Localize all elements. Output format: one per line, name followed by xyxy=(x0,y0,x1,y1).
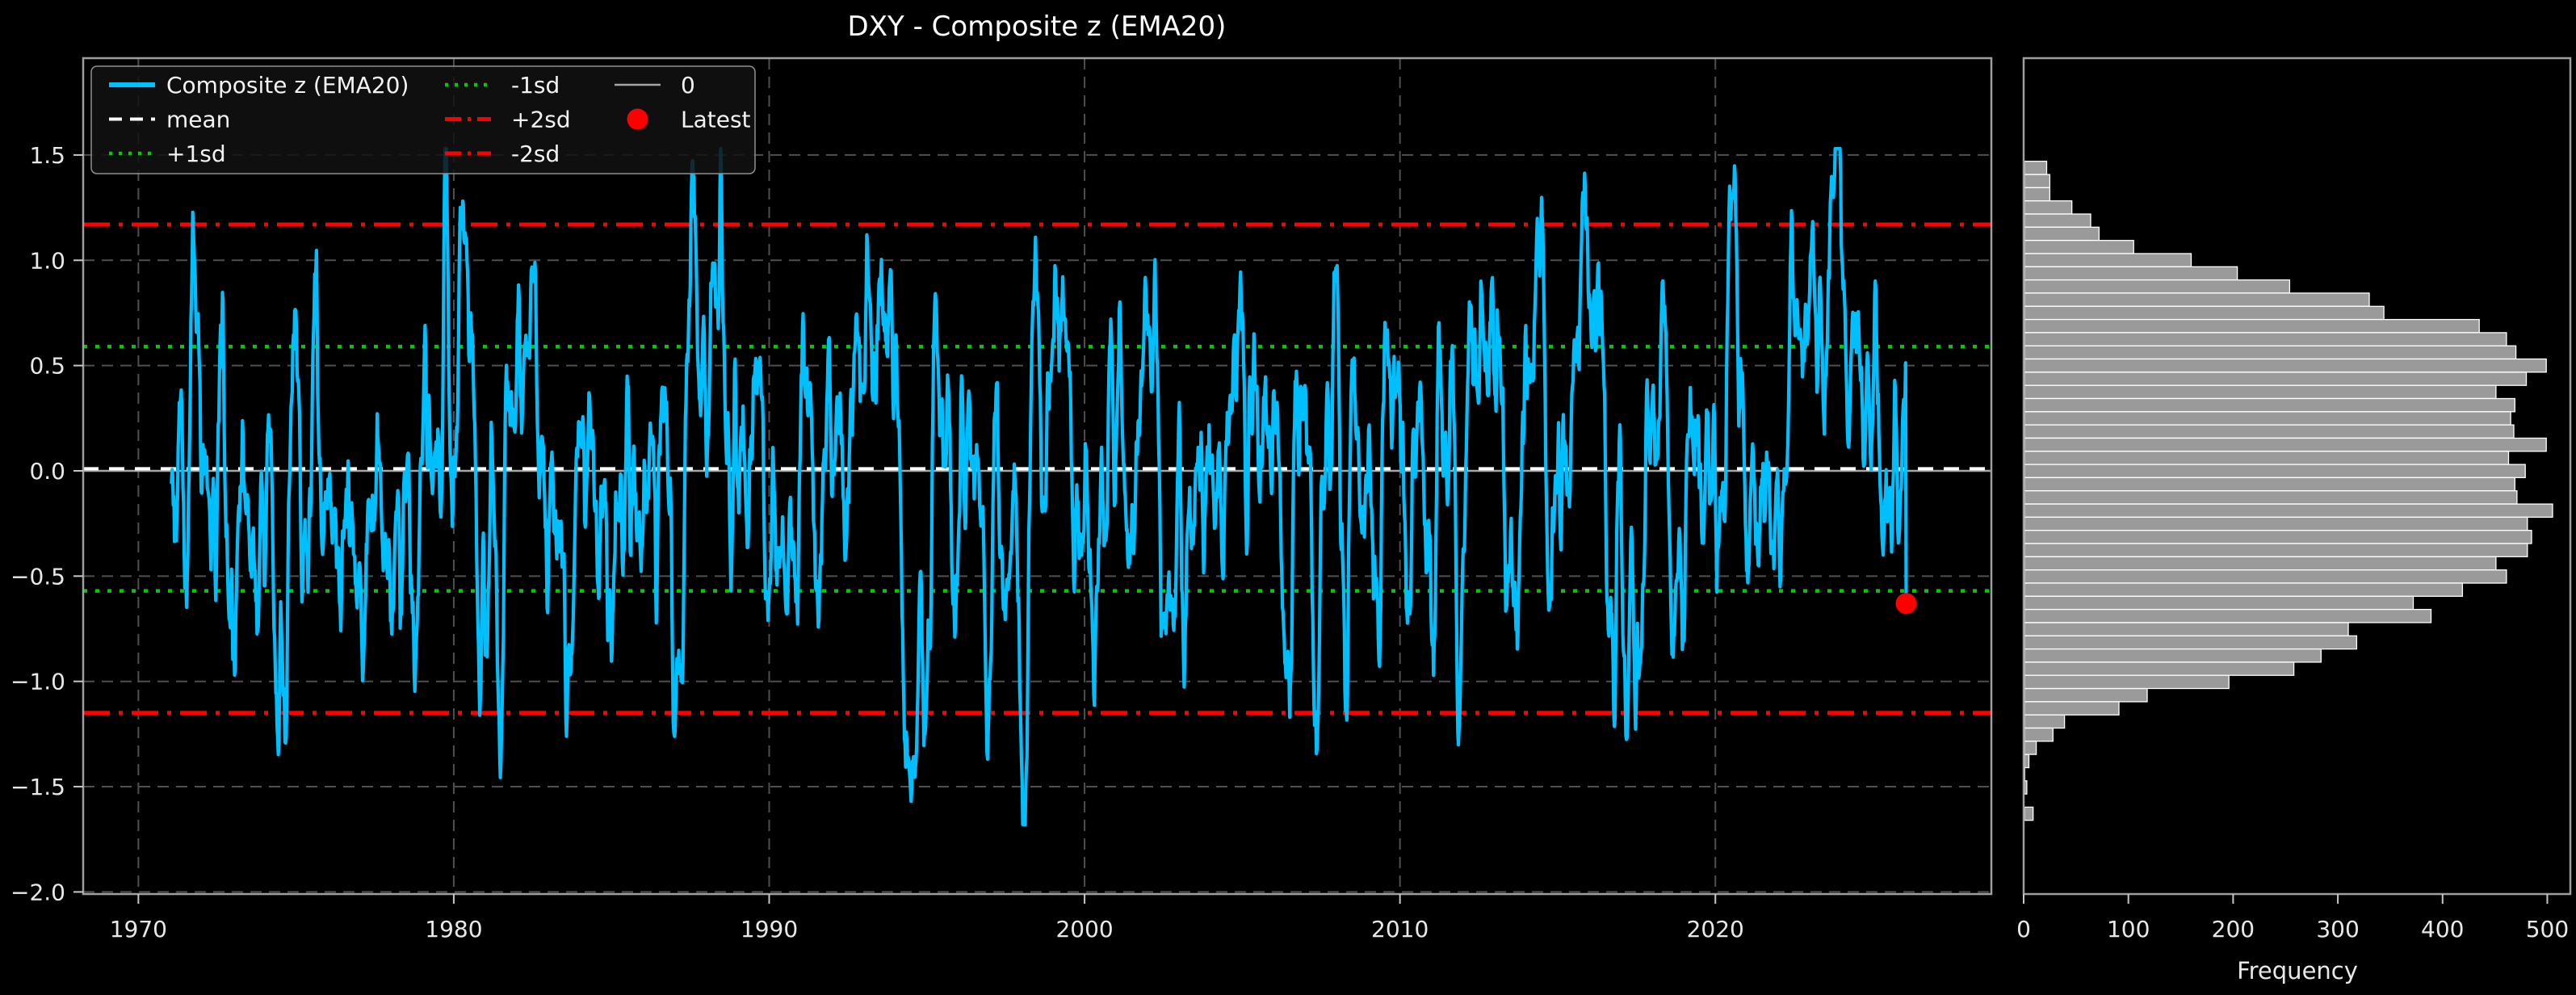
legend-box xyxy=(90,65,756,174)
histogram-bar xyxy=(2024,741,2037,755)
histogram-bar xyxy=(2024,424,2515,439)
y-tick-label: 1.0 xyxy=(29,247,65,274)
histogram-layer xyxy=(2024,161,2553,821)
histogram-bar xyxy=(2024,674,2230,690)
y-tick-label: 0.0 xyxy=(29,458,65,485)
main-axes-frame xyxy=(82,57,1993,896)
y-tick-label: −2.0 xyxy=(10,879,65,905)
y-tick-label: 1.5 xyxy=(29,142,65,169)
x-tick-label: 2010 xyxy=(1371,916,1429,943)
x-tick-label: 2020 xyxy=(1687,916,1744,943)
legend-latest-marker-icon xyxy=(627,108,648,130)
hist-x-tick-label: 400 xyxy=(2421,916,2464,943)
histogram-bar xyxy=(2024,174,2051,189)
histogram-bar xyxy=(2024,200,2073,215)
histogram-bar xyxy=(2024,569,2507,584)
histogram-bar xyxy=(2024,161,2048,175)
histogram-bar xyxy=(2024,701,2120,716)
histogram-bar xyxy=(2024,372,2528,386)
histogram-bar xyxy=(2024,806,2034,821)
legend-item-label: 0 xyxy=(681,72,695,99)
histogram-bar xyxy=(2024,714,2066,729)
hist-x-tick-label: 100 xyxy=(2107,916,2150,943)
y-tick-label: 0.5 xyxy=(29,353,65,380)
histogram-bar xyxy=(2024,240,2134,254)
histogram-bar xyxy=(2024,226,2100,241)
hist-x-tick-label: 200 xyxy=(2212,916,2255,943)
histogram-bar xyxy=(2024,305,2385,321)
y-tick-label: −0.5 xyxy=(10,563,65,590)
histogram-bar xyxy=(2024,516,2528,531)
histogram-bar xyxy=(2024,503,2553,518)
latest-point-marker xyxy=(1895,593,1917,615)
histogram-bar xyxy=(2024,754,2030,769)
histogram-bar xyxy=(2024,253,2192,267)
legend-item-label: -1sd xyxy=(511,72,560,99)
histogram-bar xyxy=(2024,292,2370,307)
histogram-bar xyxy=(2024,661,2295,676)
histogram-bar xyxy=(2024,384,2497,400)
legend-item-label: Latest xyxy=(681,107,751,133)
histogram-bar xyxy=(2024,213,2091,228)
histogram-bar xyxy=(2024,490,2518,505)
histogram-bar xyxy=(2024,437,2547,452)
x-tick-label: 1970 xyxy=(110,916,167,943)
axes-frames-layer xyxy=(82,57,2572,896)
legend-item-label: +1sd xyxy=(166,141,226,167)
histogram-bar xyxy=(2024,266,2238,281)
histogram-bar xyxy=(2024,556,2497,571)
histogram-bar xyxy=(2024,332,2507,346)
legend-item-label: mean xyxy=(166,107,230,133)
histogram-bar xyxy=(2024,530,2532,544)
chart-title: DXY - Composite z (EMA20) xyxy=(848,10,1227,43)
y-tick-label: −1.5 xyxy=(10,774,65,800)
histogram-bar xyxy=(2024,187,2051,202)
legend-item-label: -2sd xyxy=(511,141,560,167)
histogram-bar xyxy=(2024,318,2480,334)
histogram-bar xyxy=(2024,727,2054,742)
composite-z-line xyxy=(170,147,1908,827)
hist-x-tick-label: 300 xyxy=(2316,916,2359,943)
histogram-bar xyxy=(2024,543,2528,557)
histogram-bar xyxy=(2024,780,2028,795)
histogram-bar xyxy=(2024,635,2358,650)
legend-item-label: +2sd xyxy=(511,107,571,133)
x-tick-label: 2000 xyxy=(1055,916,1113,943)
y-tick-label: −1.0 xyxy=(10,669,65,695)
legend-item-label: Composite z (EMA20) xyxy=(166,72,409,99)
histogram-bar xyxy=(2024,397,2515,413)
hist-x-tick-label: 500 xyxy=(2526,916,2569,943)
histogram-bar xyxy=(2024,477,2515,492)
legend: Composite z (EMA20) mean +1sd -1sd +2sd -2sd 0… xyxy=(90,65,756,174)
series-layer xyxy=(170,147,1917,827)
hist-axes-frame xyxy=(2022,57,2572,896)
hist-xlabel: Frequency xyxy=(2237,957,2358,985)
x-tick-label: 1990 xyxy=(740,916,798,943)
x-tick-label: 1980 xyxy=(425,916,482,943)
histogram-bar xyxy=(2024,648,2322,663)
histogram-bar xyxy=(2024,687,2148,703)
histogram-bar xyxy=(2024,451,2510,465)
histogram-bar xyxy=(2024,582,2464,597)
histogram-bar xyxy=(2024,345,2517,360)
ticks-layer xyxy=(73,153,2549,904)
tick-labels-layer: 1.5 1.0 0.5 0.0 −0.5 −1.0 −1.5 −2.0 1970 1980 1990… xyxy=(10,142,2569,943)
histogram-bar xyxy=(2024,464,2526,479)
histogram-bar xyxy=(2024,279,2291,294)
histogram-bar xyxy=(2024,358,2547,373)
hist-x-tick-label: 0 xyxy=(2016,916,2031,943)
histogram-bar xyxy=(2024,622,2349,636)
histogram-bar xyxy=(2024,411,2511,426)
histogram-bar xyxy=(2024,595,2414,611)
histogram-bar xyxy=(2024,608,2432,623)
